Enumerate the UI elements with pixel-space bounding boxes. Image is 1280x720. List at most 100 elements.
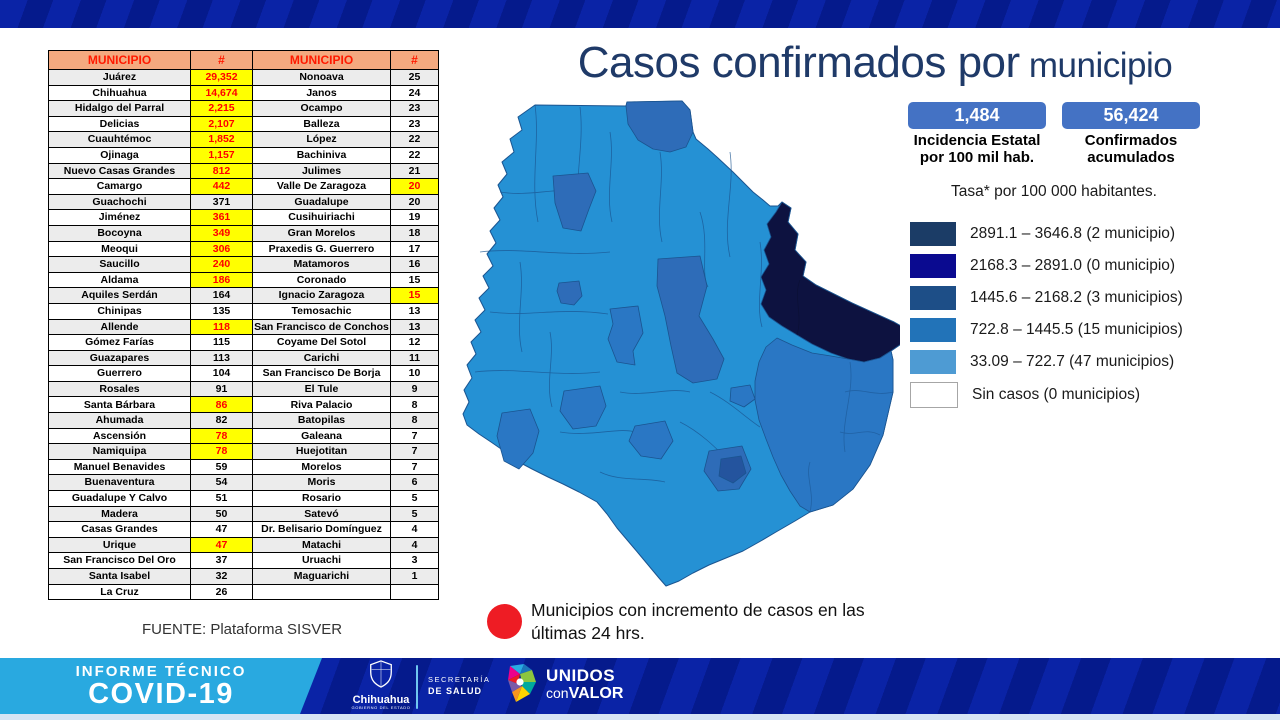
- case-count-cell: 78: [190, 427, 253, 445]
- brand-valor: VALOR: [568, 684, 624, 702]
- table-row: Jiménez 361 Cusihuiriachi 19: [48, 209, 439, 226]
- table-row: Guerrero 104 San Francisco De Borja 10: [48, 365, 439, 382]
- table-row: Santa Bárbara 86 Riva Palacio 8: [48, 396, 439, 414]
- municipality-cell: Janos: [252, 84, 391, 102]
- table-row: Gómez Farías 115 Coyame Del Sotol 12: [48, 334, 439, 351]
- case-count-cell: 115: [190, 334, 253, 351]
- table-row: Juárez 29,352 Nonoava 25: [48, 69, 439, 86]
- municipality-cell: Cuauhtémoc: [48, 131, 191, 148]
- case-count-cell: 186: [190, 271, 253, 289]
- municipality-cell: Ojinaga: [48, 146, 191, 164]
- dept-line1: SECRETARÍA: [428, 675, 491, 684]
- source-note: FUENTE: Plataforma SISVER: [142, 621, 343, 638]
- government-name: Chihuahua: [352, 694, 410, 706]
- page-title: Casos confirmados por municipio: [480, 38, 1270, 88]
- case-count-cell: 4: [390, 521, 439, 538]
- case-count-cell: 82: [190, 412, 253, 429]
- municipality-cell: Valle De Zaragoza: [252, 178, 391, 195]
- municipality-cell: Santa Isabel: [48, 568, 191, 585]
- footer-bar: INFORME TÉCNICO COVID-19: [0, 658, 1280, 714]
- header-count-1: #: [190, 50, 253, 70]
- case-count-cell: 5: [390, 490, 439, 507]
- municipality-cell: Ocampo: [252, 100, 391, 117]
- legend-swatch: [910, 350, 956, 374]
- dept-line2: DE SALUD: [428, 686, 483, 696]
- cases-table-container: MUNICIPIO # MUNICIPIO # Juárez 29,352 Nono…: [48, 50, 439, 601]
- page-title-sub: municipio: [1019, 46, 1173, 85]
- case-count-cell: 47: [190, 521, 253, 538]
- region-southwest: [496, 408, 540, 470]
- case-count-cell: 7: [390, 443, 439, 460]
- stat-confirmados-value: 56,424: [1062, 102, 1200, 129]
- municipality-cell: La Cruz: [48, 583, 191, 601]
- municipality-cell: Guazapares: [48, 349, 191, 367]
- table-row: San Francisco Del Oro 37 Uruachi 3: [48, 552, 439, 569]
- header-municipio-2: MUNICIPIO: [252, 50, 391, 70]
- footer-program-line1: INFORME TÉCNICO: [75, 662, 247, 680]
- municipality-cell: Chihuahua: [48, 84, 191, 102]
- table-row: Guadalupe Y Calvo 51 Rosario 5: [48, 490, 439, 507]
- municipality-cell: Casas Grandes: [48, 521, 191, 538]
- municipality-cell: Nuevo Casas Grandes: [48, 162, 191, 180]
- stat-confirmados-label-line2: acumulados: [1087, 148, 1175, 166]
- municipality-cell: Batopilas: [252, 412, 391, 429]
- region-north-block: [625, 100, 694, 153]
- municipality-cell: Hidalgo del Parral: [48, 100, 191, 117]
- municipality-cell: Namiquipa: [48, 443, 191, 460]
- legend-item: Sin casos (0 municipios): [910, 382, 1183, 408]
- case-count-cell: 135: [190, 302, 253, 320]
- region-central-band: [656, 255, 725, 384]
- municipality-cell: López: [252, 131, 391, 148]
- municipality-cell: Gómez Farías: [48, 334, 191, 351]
- case-count-cell: 23: [390, 100, 439, 117]
- municipality-cell: Moris: [252, 474, 391, 492]
- case-count-cell: 8: [390, 412, 439, 429]
- case-count-cell: 104: [190, 365, 253, 382]
- case-count-cell: 32: [190, 568, 253, 585]
- legend-swatch: [910, 318, 956, 342]
- case-count-cell: 12: [390, 334, 439, 351]
- stat-incidencia-label-line1: Incidencia Estatal: [913, 132, 1041, 149]
- case-count-cell: 164: [190, 287, 253, 304]
- case-count-cell: 59: [190, 458, 253, 476]
- table-row: Chihuahua 14,674 Janos 24: [48, 84, 439, 102]
- municipality-cell: Bachiniva: [252, 146, 391, 164]
- municipality-cell: Balleza: [252, 115, 391, 133]
- case-count-cell: 8: [390, 396, 439, 414]
- case-count-cell: 54: [190, 474, 253, 492]
- case-count-cell: 10: [390, 365, 439, 382]
- municipality-cell: Matachi: [252, 536, 391, 554]
- case-count-cell: 78: [190, 443, 253, 460]
- municipality-cell: Maguarichi: [252, 568, 391, 585]
- case-count-cell: 22: [390, 131, 439, 148]
- legend-swatch: [910, 382, 958, 408]
- table-row: Meoqui 306 Praxedis G. Guerrero 17: [48, 240, 439, 258]
- increase-note: Municipios con incremento de casos en la…: [531, 599, 951, 646]
- case-count-cell: 1,157: [190, 146, 253, 164]
- case-count-cell: 26: [190, 583, 253, 601]
- municipality-cell: Satevó: [252, 505, 391, 523]
- region-east-small: [729, 384, 756, 408]
- case-count-cell: 1: [390, 568, 439, 585]
- municipality-cell: Julimes: [252, 162, 391, 180]
- case-count-cell: 113: [190, 349, 253, 367]
- table-row: Chinipas 135 Temosachic 13: [48, 302, 439, 320]
- top-stripe-bar: [0, 0, 1280, 28]
- cases-table: MUNICIPIO # MUNICIPIO # Juárez 29,352 Nono…: [48, 50, 439, 601]
- municipality-cell: Juárez: [48, 69, 191, 86]
- table-row: Guazapares 113 Carichi 11: [48, 349, 439, 367]
- case-count-cell: 20: [390, 193, 439, 211]
- case-count-cell: 2,215: [190, 100, 253, 117]
- case-count-cell: 9: [390, 380, 439, 398]
- municipality-cell: Nonoava: [252, 69, 391, 86]
- case-count-cell: 442: [190, 178, 253, 195]
- case-count-cell: 23: [390, 115, 439, 133]
- case-count-cell: 16: [390, 256, 439, 273]
- legend-item: 33.09 – 722.7 (47 municipios): [910, 350, 1183, 374]
- municipality-cell: Rosario: [252, 490, 391, 507]
- case-count-cell: 13: [390, 318, 439, 336]
- legend-list: 2891.1 – 3646.8 (2 municipio) 2168.3 – 28…: [910, 222, 1183, 416]
- case-count-cell: 47: [190, 536, 253, 554]
- case-count-cell: 361: [190, 209, 253, 226]
- municipality-cell: Camargo: [48, 178, 191, 195]
